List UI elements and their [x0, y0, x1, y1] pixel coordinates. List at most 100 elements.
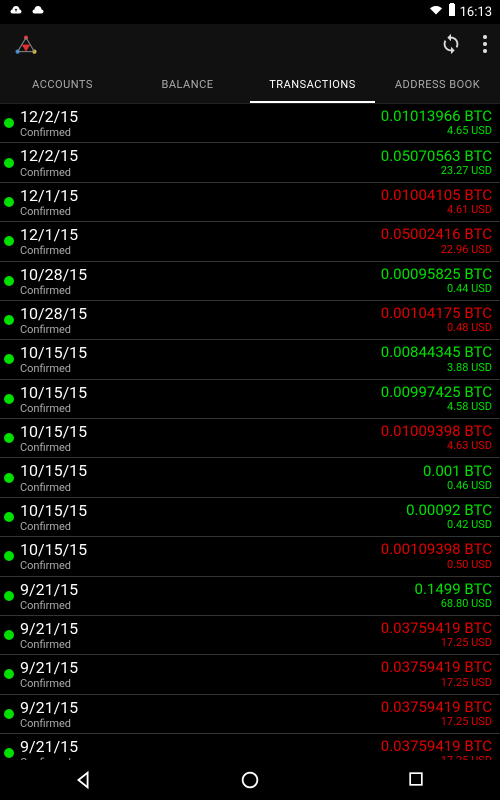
transaction-amount: 0.03759419 BTC [381, 659, 492, 676]
transaction-row[interactable]: 12/1/15Confirmed0.01004105 BTC4.61 USD [0, 183, 500, 222]
transaction-usd: 0.48 USD [381, 322, 492, 335]
tab-accounts[interactable]: ACCOUNTS [0, 68, 125, 103]
transaction-date: 9/21/15 [20, 698, 381, 717]
tab-transactions[interactable]: TRANSACTIONS [250, 68, 375, 103]
status-dot-icon [4, 630, 14, 640]
status-dot-icon [4, 709, 14, 719]
transaction-row[interactable]: 10/15/15Confirmed0.00109398 BTC0.50 USD [0, 537, 500, 576]
transaction-row[interactable]: 12/1/15Confirmed0.05002416 BTC22.96 USD [0, 222, 500, 261]
transaction-usd: 0.50 USD [381, 559, 492, 572]
transaction-status: Confirmed [20, 559, 381, 572]
transaction-status: Confirmed [20, 717, 381, 730]
battery-icon [448, 3, 456, 21]
transaction-status: Confirmed [20, 481, 423, 494]
status-dot-icon [4, 315, 14, 325]
transaction-usd: 0.42 USD [406, 519, 492, 532]
status-dot-icon [4, 276, 14, 286]
transaction-usd: 3.88 USD [381, 362, 492, 375]
transaction-amount: 0.00104175 BTC [381, 305, 492, 322]
transaction-row[interactable]: 12/2/15Confirmed0.01013966 BTC4.65 USD [0, 104, 500, 143]
tab-label: TRANSACTIONS [269, 78, 356, 91]
transaction-row[interactable]: 10/28/15Confirmed0.00095825 BTC0.44 USD [0, 262, 500, 301]
status-dot-icon [4, 236, 14, 246]
overflow-menu-icon[interactable] [482, 34, 488, 58]
transaction-usd: 4.63 USD [381, 440, 492, 453]
transaction-row[interactable]: 9/21/15Confirmed0.03759419 BTC17.25 USD [0, 695, 500, 734]
status-dot-icon [4, 551, 14, 561]
transaction-amount: 0.1499 BTC [415, 581, 492, 598]
transaction-usd: 17.25 USD [381, 677, 492, 690]
transaction-status: Confirmed [20, 126, 381, 139]
transaction-row[interactable]: 9/21/15Confirmed0.03759419 BTC17.25 USD [0, 616, 500, 655]
transaction-status: Confirmed [20, 677, 381, 690]
transaction-row[interactable]: 9/21/15Confirmed0.03759419 BTC17.25 USD [0, 734, 500, 760]
transaction-row[interactable]: 10/15/15Confirmed0.00997425 BTC4.58 USD [0, 380, 500, 419]
cloud-icon [30, 4, 46, 20]
status-time: 16:13 [460, 5, 492, 20]
refresh-icon[interactable] [440, 33, 462, 59]
cloud-upload-icon [8, 4, 24, 20]
status-dot-icon [4, 394, 14, 404]
transaction-row[interactable]: 10/15/15Confirmed0.00844345 BTC3.88 USD [0, 340, 500, 379]
status-dot-icon [4, 473, 14, 483]
android-nav-bar [0, 760, 500, 800]
tab-balance[interactable]: BALANCE [125, 68, 250, 103]
status-dot-icon [4, 748, 14, 758]
transaction-status: Confirmed [20, 244, 381, 257]
transaction-usd: 4.61 USD [381, 204, 492, 217]
transaction-amount: 0.05070563 BTC [381, 148, 492, 165]
transaction-amount: 0.001 BTC [423, 463, 492, 480]
transaction-usd: 22.96 USD [381, 244, 492, 257]
transaction-amount: 0.00109398 BTC [381, 541, 492, 558]
transaction-status: Confirmed [20, 599, 415, 612]
tab-label: BALANCE [162, 78, 214, 91]
transaction-row[interactable]: 10/28/15Confirmed0.00104175 BTC0.48 USD [0, 301, 500, 340]
transaction-status: Confirmed [20, 323, 381, 336]
tab-label: ADDRESS BOOK [395, 78, 480, 91]
tab-label: ACCOUNTS [32, 78, 93, 91]
nav-back-icon[interactable] [72, 769, 94, 791]
nav-home-icon[interactable] [239, 769, 261, 791]
transaction-usd: 23.27 USD [381, 165, 492, 178]
transaction-status: Confirmed [20, 402, 381, 415]
status-dot-icon [4, 512, 14, 522]
transaction-usd: 0.46 USD [423, 480, 492, 493]
transaction-date: 10/15/15 [20, 343, 381, 362]
transaction-usd: 17.25 USD [381, 716, 492, 729]
transaction-amount: 0.01009398 BTC [381, 423, 492, 440]
transaction-status: Confirmed [20, 284, 381, 297]
transaction-date: 9/21/15 [20, 619, 381, 638]
status-dot-icon [4, 118, 14, 128]
nav-recent-icon[interactable] [406, 769, 428, 791]
transaction-date: 9/21/15 [20, 737, 381, 756]
transaction-date: 12/1/15 [20, 225, 381, 244]
transaction-row[interactable]: 10/15/15Confirmed0.01009398 BTC4.63 USD [0, 419, 500, 458]
transaction-date: 10/15/15 [20, 501, 406, 520]
transaction-amount: 0.00997425 BTC [381, 384, 492, 401]
transaction-amount: 0.00092 BTC [406, 502, 492, 519]
transaction-row[interactable]: 10/15/15Confirmed0.00092 BTC0.42 USD [0, 498, 500, 537]
transaction-amount: 0.03759419 BTC [381, 620, 492, 637]
transaction-date: 10/15/15 [20, 422, 381, 441]
transaction-amount: 0.01013966 BTC [381, 108, 492, 125]
transaction-row[interactable]: 10/15/15Confirmed0.001 BTC0.46 USD [0, 458, 500, 497]
transaction-list[interactable]: 12/2/15Confirmed0.01013966 BTC4.65 USD12… [0, 104, 500, 760]
transaction-usd: 4.65 USD [381, 125, 492, 138]
transaction-status: Confirmed [20, 441, 381, 454]
transaction-date: 12/2/15 [20, 107, 381, 126]
transaction-date: 10/28/15 [20, 304, 381, 323]
transaction-status: Confirmed [20, 520, 406, 533]
transaction-amount: 0.03759419 BTC [381, 738, 492, 755]
transaction-row[interactable]: 9/21/15Confirmed0.1499 BTC68.80 USD [0, 577, 500, 616]
transaction-date: 9/21/15 [20, 580, 415, 599]
transaction-row[interactable]: 12/2/15Confirmed0.05070563 BTC23.27 USD [0, 143, 500, 182]
transaction-amount: 0.00095825 BTC [381, 266, 492, 283]
transaction-date: 10/15/15 [20, 383, 381, 402]
transaction-amount: 0.05002416 BTC [381, 226, 492, 243]
transaction-amount: 0.01004105 BTC [381, 187, 492, 204]
app-logo-icon [12, 32, 40, 60]
transaction-date: 9/21/15 [20, 658, 381, 677]
tab-address-book[interactable]: ADDRESS BOOK [375, 68, 500, 103]
transaction-row[interactable]: 9/21/15Confirmed0.03759419 BTC17.25 USD [0, 655, 500, 694]
transaction-amount: 0.03759419 BTC [381, 699, 492, 716]
